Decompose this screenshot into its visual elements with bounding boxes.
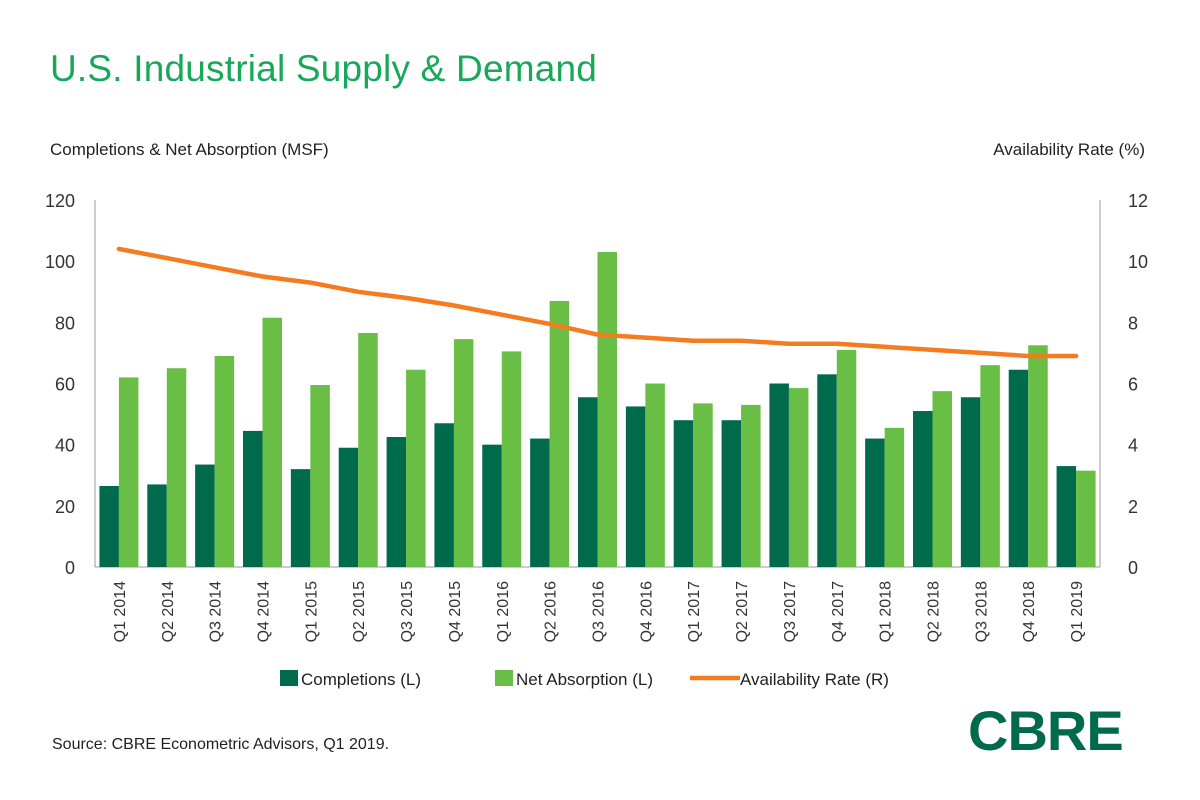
right-axis-title: Availability Rate (%) <box>993 140 1145 159</box>
completions-bar <box>817 374 837 567</box>
completions-bar <box>434 423 454 567</box>
category-label: Q2 2018 <box>926 581 943 642</box>
category-label: Q3 2014 <box>208 581 225 642</box>
completions-bar <box>338 447 359 567</box>
category-label: Q1 2016 <box>495 581 512 642</box>
cbre-logo: CBRE <box>968 700 1124 760</box>
legend-availability-label: Availability Rate (R) <box>740 670 889 689</box>
category-label: Q1 2019 <box>1069 581 1086 642</box>
right-tick-label: 2 <box>1128 497 1138 517</box>
net-absorption-bar <box>597 251 617 567</box>
completions-bar <box>578 397 598 567</box>
category-label: Q3 2015 <box>399 581 416 642</box>
completions-bar <box>865 438 885 567</box>
legend-completions-swatch <box>280 670 298 686</box>
right-tick-label: 12 <box>1128 191 1148 211</box>
right-tick-label: 4 <box>1128 436 1138 456</box>
completions-bar <box>769 383 789 567</box>
net-absorption-bar <box>214 355 235 567</box>
net-absorption-bar <box>310 385 330 567</box>
chart-title: U.S. Industrial Supply & Demand <box>50 48 598 89</box>
left-tick-label: 80 <box>55 313 75 333</box>
category-label: Q4 2017 <box>830 581 847 642</box>
net-absorption-bar <box>932 391 952 567</box>
completions-bar <box>290 469 311 567</box>
left-tick-label: 40 <box>55 436 75 456</box>
category-label: Q2 2014 <box>160 581 177 642</box>
completions-bar <box>913 411 933 567</box>
category-label: Q4 2016 <box>638 581 655 642</box>
legend-completions-label: Completions (L) <box>301 670 421 689</box>
net-absorption-bar <box>166 368 187 567</box>
net-absorption-bar <box>501 351 522 567</box>
completions-bar <box>99 485 119 567</box>
net-absorption-bar <box>1028 345 1048 567</box>
completions-bar <box>721 420 742 567</box>
category-label: Q1 2014 <box>112 581 129 642</box>
completions-bar <box>386 437 407 567</box>
legend-net-absorption-label: Net Absorption (L) <box>516 670 653 689</box>
completions-bar <box>195 464 215 567</box>
right-tick-label: 0 <box>1128 558 1138 578</box>
left-tick-label: 120 <box>45 191 75 211</box>
net-absorption-bar <box>406 369 426 567</box>
completions-bar <box>1008 369 1029 567</box>
logo-text: CBRE <box>968 700 1123 760</box>
net-absorption-bar <box>884 427 905 567</box>
category-label: Q2 2016 <box>543 581 560 642</box>
completions-bar <box>673 420 694 567</box>
category-label: Q4 2014 <box>256 581 273 642</box>
net-absorption-bar <box>549 300 570 567</box>
completions-bar <box>243 430 263 567</box>
completions-bar <box>960 397 981 567</box>
completions-bar <box>625 406 646 567</box>
category-label: Q3 2018 <box>973 581 990 642</box>
net-absorption-bar <box>741 404 761 567</box>
right-tick-label: 10 <box>1128 252 1148 272</box>
left-tick-label: 0 <box>65 558 75 578</box>
net-absorption-bar <box>453 339 474 567</box>
completions-bar <box>530 438 550 567</box>
legend-net-absorption-swatch <box>495 670 513 686</box>
net-absorption-bar <box>980 365 1000 567</box>
category-label: Q2 2017 <box>734 581 751 642</box>
category-label: Q4 2018 <box>1021 581 1038 642</box>
right-tick-label: 6 <box>1128 375 1138 395</box>
net-absorption-bar <box>693 403 713 567</box>
completions-bar <box>147 484 167 567</box>
category-label: Q3 2017 <box>782 581 799 642</box>
left-tick-label: 20 <box>55 497 75 517</box>
category-label: Q1 2015 <box>303 581 320 642</box>
left-axis-title: Completions & Net Absorption (MSF) <box>50 140 329 159</box>
net-absorption-bar <box>1076 470 1096 567</box>
category-label: Q4 2015 <box>447 581 464 642</box>
net-absorption-bar <box>118 377 139 567</box>
category-label: Q3 2016 <box>591 581 608 642</box>
category-label: Q2 2015 <box>351 581 368 642</box>
category-label: Q1 2017 <box>686 581 703 642</box>
completions-bar <box>1056 466 1077 567</box>
net-absorption-bar <box>788 388 809 567</box>
net-absorption-bar <box>836 349 857 567</box>
net-absorption-bar <box>358 333 378 567</box>
source-note: Source: CBRE Econometric Advisors, Q1 20… <box>52 736 390 753</box>
right-tick-label: 8 <box>1128 313 1138 333</box>
net-absorption-bar <box>262 317 282 567</box>
left-tick-label: 100 <box>45 252 75 272</box>
completions-bar <box>482 444 502 567</box>
left-tick-label: 60 <box>55 375 75 395</box>
net-absorption-bar <box>645 383 665 567</box>
category-label: Q1 2018 <box>878 581 895 642</box>
